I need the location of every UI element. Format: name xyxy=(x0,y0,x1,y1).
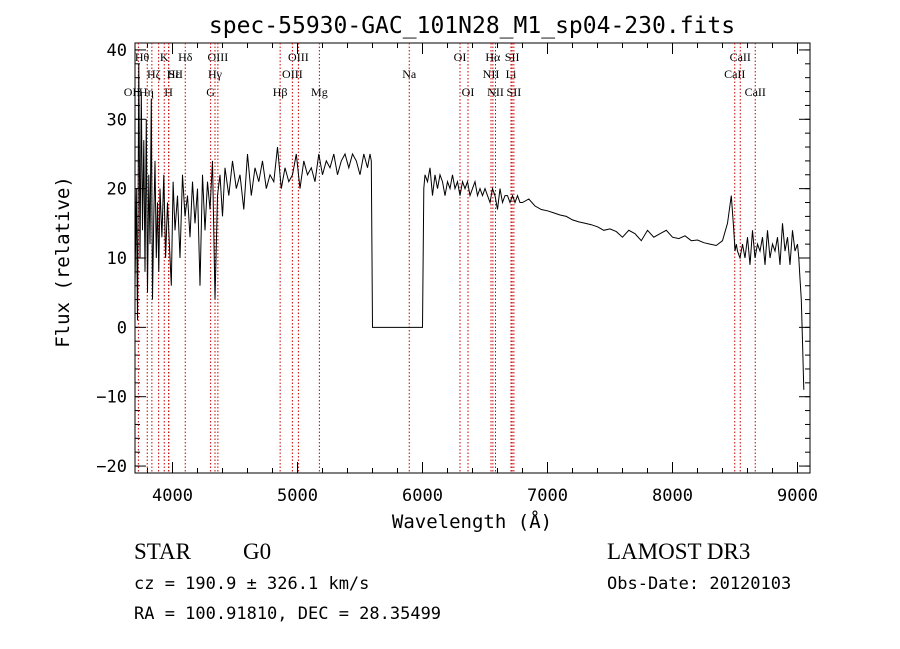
major-ticks xyxy=(135,43,810,473)
line-marker-label: G xyxy=(206,85,215,99)
line-marker-label: Na xyxy=(402,67,417,81)
x-tick-label: 5000 xyxy=(277,486,318,506)
line-marker-label: SII xyxy=(168,67,183,81)
line-marker-label: CaII xyxy=(730,50,751,64)
x-tick-label: 8000 xyxy=(652,486,693,506)
sky-coordinates: RA = 100.91810, DEC = 28.35499 xyxy=(134,604,441,624)
line-marker-label: CaII xyxy=(745,85,766,99)
y-tick-label: 20 xyxy=(107,180,127,200)
y-axis-label: Flux (relative) xyxy=(52,176,74,348)
line-marker-label: Hθ xyxy=(135,50,150,64)
y-tick-labels: −20 −10 0 10 20 30 40 xyxy=(96,41,127,477)
y-tick-label: 10 xyxy=(107,249,127,269)
line-marker-label: OII xyxy=(124,85,141,99)
line-marker-label: SII xyxy=(505,50,520,64)
spectrum-line xyxy=(134,63,805,390)
line-marker-label: OI xyxy=(462,85,475,99)
observation-date: Obs-Date: 20120103 xyxy=(607,574,791,594)
line-marker-lines xyxy=(137,43,756,473)
x-tick-labels: 4000 5000 6000 7000 8000 9000 xyxy=(152,486,818,506)
line-marker-label: Li xyxy=(506,67,517,81)
line-marker-labels: OIIHθHηHζKHHεSIIHδGHγOIIIHβOIIIOIIIMgNaO… xyxy=(124,50,766,99)
x-tick-label: 4000 xyxy=(152,486,193,506)
line-marker-label: Hε xyxy=(167,67,181,81)
y-tick-label: −20 xyxy=(96,457,127,477)
plot-frame xyxy=(134,42,811,474)
line-marker-label: Hζ xyxy=(147,67,161,81)
redshift-velocity: cz = 190.9 ± 326.1 km/s xyxy=(134,574,369,594)
line-marker-label: CaII xyxy=(724,67,745,81)
minor-ticks xyxy=(135,43,810,473)
y-tick-label: 40 xyxy=(107,41,127,61)
line-marker-label: OI xyxy=(454,50,467,64)
line-marker-label: OIII xyxy=(208,50,229,64)
chart-title: spec-55930-GAC_101N28_M1_sp04-230.fits xyxy=(209,13,735,39)
line-marker-label: OIII xyxy=(288,50,309,64)
line-marker-label: Hδ xyxy=(178,50,193,64)
x-tick-label: 7000 xyxy=(527,486,568,506)
line-marker-label: Hβ xyxy=(273,85,288,99)
line-marker-label: NII xyxy=(487,85,504,99)
line-marker-label: Hα xyxy=(485,50,501,64)
line-marker-label: H xyxy=(164,85,173,99)
x-tick-label: 9000 xyxy=(777,486,818,506)
line-marker-label: NII xyxy=(483,67,500,81)
y-tick-label: −10 xyxy=(96,388,127,408)
survey-name: LAMOST DR3 xyxy=(607,539,750,564)
y-tick-label: 30 xyxy=(107,110,127,130)
object-class: STAR xyxy=(134,539,192,564)
x-axis-label: Wavelength (Å) xyxy=(392,510,552,533)
y-tick-label: 0 xyxy=(117,318,127,338)
line-marker-label: Hη xyxy=(139,85,154,99)
line-marker-label: Hγ xyxy=(208,67,223,81)
line-marker-label: OIII xyxy=(282,67,303,81)
line-marker-label: SII xyxy=(507,85,522,99)
x-tick-label: 6000 xyxy=(402,486,443,506)
line-marker-label: Mg xyxy=(311,85,328,99)
object-subclass: G0 xyxy=(243,539,271,564)
line-marker-label: K xyxy=(160,50,169,64)
